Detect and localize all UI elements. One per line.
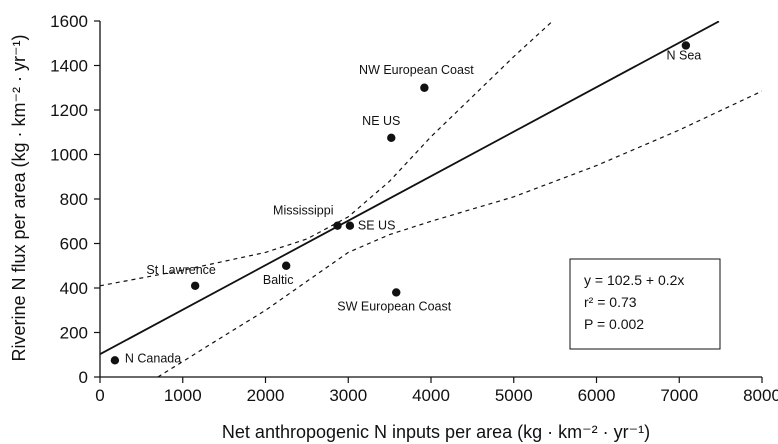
data-point: [392, 288, 401, 297]
x-axis-title: Net anthropogenic N inputs per area (kg …: [222, 422, 650, 442]
x-tick-label: 6000: [578, 386, 616, 405]
data-point: [345, 221, 355, 230]
plot-area: [100, 21, 762, 377]
x-tick-label: 5000: [495, 386, 533, 405]
data-point-label: NE US: [362, 114, 400, 128]
x-tick-label: 1000: [164, 386, 202, 405]
data-point-label: NW European Coast: [359, 63, 474, 77]
x-tick-label: 0: [95, 386, 104, 405]
data-point-label: SW European Coast: [337, 299, 451, 313]
x-tick-label: 4000: [412, 386, 450, 405]
y-tick-label: 1000: [50, 146, 88, 165]
equation-text: y = 102.5 + 0.2x: [584, 272, 684, 288]
data-point: [333, 221, 342, 230]
y-tick-label: 1600: [50, 12, 88, 31]
data-point: [190, 281, 200, 290]
data-point: [420, 83, 429, 92]
x-tick-label: 7000: [660, 386, 698, 405]
p-value-text: P = 0.002: [584, 316, 644, 332]
y-tick-label: 1400: [50, 57, 88, 76]
data-marks: N Canada St Lawrence Baltic Mississippi SE U…: [110, 41, 701, 365]
data-point-label: SE US: [358, 219, 396, 233]
x-tick-label: 8000: [743, 386, 778, 405]
data-point: [110, 356, 120, 365]
y-tick-label: 0: [79, 368, 88, 387]
data-point: [281, 261, 291, 270]
data-point: [387, 133, 396, 143]
x-tick-label: 3000: [329, 386, 367, 405]
r2-text: r² = 0.73: [584, 294, 637, 310]
regression-line: [100, 21, 720, 355]
data-point-label: St Lawrence: [146, 263, 216, 277]
equation-box: y = 102.5 + 0.2x r² = 0.73 P = 0.002: [569, 258, 721, 350]
confidence-band-upper: [100, 21, 554, 287]
y-tick-label: 200: [60, 324, 88, 343]
y-tick-label: 1200: [50, 101, 88, 120]
data-point: [681, 41, 691, 50]
data-point-label: Mississippi: [273, 204, 333, 218]
data-point-label: N Sea: [666, 48, 701, 62]
y-axis-title: Riverine N flux per area (kg · km⁻² · yr…: [9, 34, 29, 361]
axes: 0 1000 2000 3000 4000 5000 6000 7000 8000 0 200 400…: [50, 12, 778, 405]
data-point-label: Baltic: [263, 273, 294, 287]
confidence-band-lower: [157, 90, 762, 377]
y-tick-label: 800: [60, 190, 88, 209]
data-point-label: N Canada: [125, 351, 181, 365]
equation-box-frame: [569, 258, 721, 350]
x-tick-label: 2000: [247, 386, 285, 405]
y-tick-label: 400: [60, 279, 88, 298]
y-tick-label: 600: [60, 235, 88, 254]
